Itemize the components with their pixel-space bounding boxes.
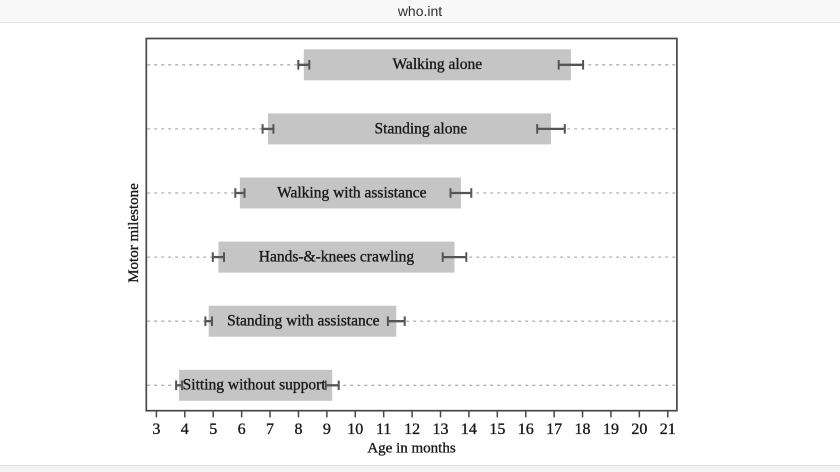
svg-text:12: 12 bbox=[404, 421, 420, 438]
svg-text:Walking alone: Walking alone bbox=[393, 56, 483, 73]
svg-text:3: 3 bbox=[152, 421, 160, 438]
svg-text:Walking with assistance: Walking with assistance bbox=[277, 184, 427, 201]
svg-text:19: 19 bbox=[603, 421, 619, 438]
svg-text:9: 9 bbox=[323, 421, 331, 438]
svg-text:14: 14 bbox=[461, 421, 477, 438]
svg-text:Sitting without support: Sitting without support bbox=[183, 377, 327, 394]
svg-text:17: 17 bbox=[546, 421, 562, 438]
svg-text:16: 16 bbox=[518, 421, 534, 438]
svg-text:11: 11 bbox=[376, 421, 391, 438]
svg-text:8: 8 bbox=[294, 421, 302, 438]
svg-text:5: 5 bbox=[209, 421, 217, 438]
svg-text:4: 4 bbox=[181, 421, 189, 438]
svg-text:Hands-&-knees crawling: Hands-&-knees crawling bbox=[259, 249, 415, 266]
svg-text:21: 21 bbox=[660, 421, 676, 438]
svg-text:Standing alone: Standing alone bbox=[375, 120, 468, 137]
svg-text:7: 7 bbox=[266, 421, 274, 438]
svg-text:Age in months: Age in months bbox=[367, 441, 455, 457]
svg-text:13: 13 bbox=[433, 421, 449, 438]
svg-text:6: 6 bbox=[238, 421, 246, 438]
svg-text:20: 20 bbox=[631, 421, 647, 438]
svg-text:Motor milestone: Motor milestone bbox=[126, 183, 142, 283]
svg-text:Standing with assistance: Standing with assistance bbox=[227, 313, 380, 330]
svg-text:10: 10 bbox=[347, 421, 363, 438]
svg-text:15: 15 bbox=[489, 421, 505, 438]
svg-text:18: 18 bbox=[575, 421, 591, 438]
svg-text:who.int: who.int bbox=[397, 3, 442, 19]
